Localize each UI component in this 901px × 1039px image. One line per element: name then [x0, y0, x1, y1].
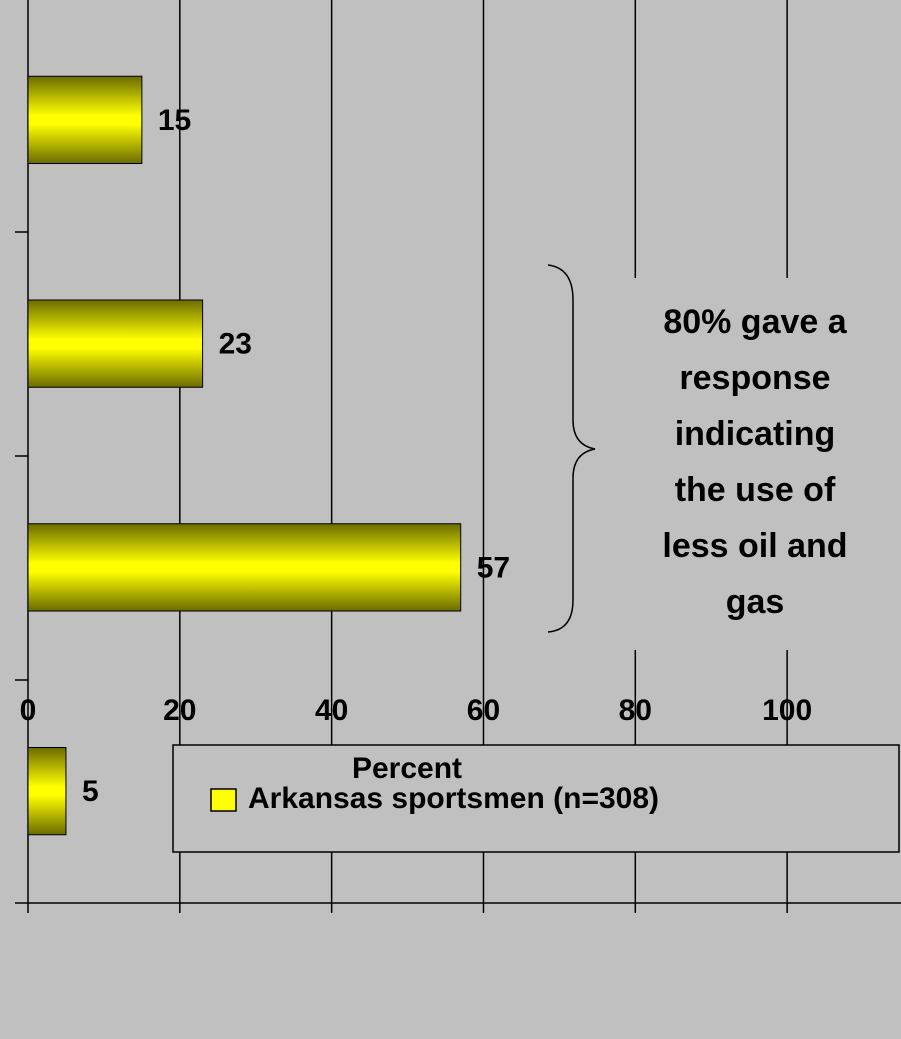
brace — [547, 264, 596, 633]
x-tick-label: 20 — [163, 694, 196, 727]
annotation-line: indicating — [675, 415, 836, 453]
x-tick-label: 80 — [619, 694, 652, 727]
legend-box — [172, 744, 900, 853]
annotation-line: less oil and — [662, 527, 847, 565]
annotation-backdrop — [600, 278, 901, 650]
bar — [27, 75, 143, 165]
x-tick-label: 60 — [467, 694, 500, 727]
bar — [27, 523, 462, 612]
value-label: 57 — [477, 551, 510, 584]
value-label: 15 — [158, 104, 191, 137]
x-tick-label: 0 — [20, 694, 37, 727]
annotation-line: response — [679, 359, 830, 397]
bars: 15 23 57 5 — [27, 75, 510, 836]
legend-swatch — [210, 788, 237, 812]
annotation-line: gas — [726, 583, 785, 621]
x-axis-label: Percent — [352, 752, 462, 785]
bar — [27, 299, 204, 388]
legend-label: Arkansas sportsmen (n=308) — [248, 782, 659, 815]
value-label: 5 — [82, 775, 99, 808]
annotation-line: 80% gave a — [663, 303, 847, 341]
annotation-line: the use of — [675, 471, 836, 509]
x-tick-label: 100 — [762, 694, 812, 727]
annotation: 80% gave a response indicating the use of le… — [662, 303, 847, 621]
x-tick-label: 40 — [315, 694, 348, 727]
bar — [27, 746, 67, 836]
value-label: 23 — [219, 328, 252, 361]
